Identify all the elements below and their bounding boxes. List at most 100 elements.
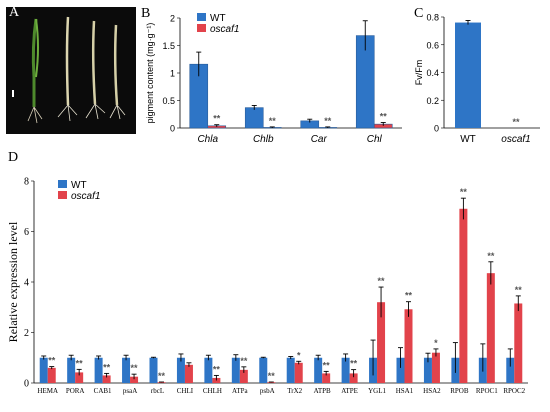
bar-oscaf1-hsa1 [404, 309, 413, 383]
legend-label-oscaf1: oscaf1 [71, 191, 100, 202]
legend-label-wt: WT [210, 13, 226, 24]
y-tick-label: 0.5 [162, 96, 175, 106]
bar-wt-trx2 [286, 357, 295, 383]
bar-wt-atpb [314, 357, 323, 383]
bar-wt-rpoc2 [506, 357, 515, 383]
significance-mark: ** [487, 251, 495, 261]
bar-oscaf1-pora [75, 372, 84, 383]
x-category-label: oscaf1 [501, 134, 530, 145]
x-category-label: WT [460, 134, 476, 145]
bar-oscaf1-atpa [239, 369, 248, 383]
significance-mark: ** [350, 359, 358, 369]
x-category-label: HSA1 [396, 387, 414, 395]
significance-mark: * [297, 350, 301, 360]
bar-oscaf1-chli [184, 364, 193, 383]
significance-mark: ** [515, 285, 523, 295]
y-tick-label: 0 [434, 124, 439, 134]
x-category-label: CAB1 [94, 387, 112, 395]
x-category-label: TrX2 [287, 387, 302, 395]
bar-oscaf1-psba [267, 382, 276, 383]
bar-wt-hsa2 [423, 357, 432, 383]
bar-wt-rbcl [149, 357, 158, 383]
bar-oscaf1-atpe [349, 373, 358, 383]
bar-oscaf1-rpob [459, 208, 468, 383]
x-category-label: Chlb [253, 134, 274, 145]
significance-mark: ** [48, 356, 56, 366]
y-tick-label: 0.6 [426, 40, 439, 50]
y-axis-title: Fv/Fm [414, 60, 424, 86]
bar-wt-cab1 [94, 357, 103, 383]
x-category-label: HEMA [37, 387, 58, 395]
x-category-label: ATPa [232, 387, 248, 395]
x-category-label: RPOC1 [476, 387, 498, 395]
x-category-label: RPOB [450, 387, 469, 395]
x-category-label: Chla [197, 134, 218, 145]
significance-mark: ** [240, 356, 248, 366]
panel-label-b: B [141, 6, 151, 21]
bar-oscaf1-psaa [130, 376, 139, 383]
significance-mark: ** [460, 187, 468, 197]
significance-mark: ** [268, 371, 276, 381]
y-axis-title: Relative expression level [6, 221, 20, 342]
significance-mark: ** [405, 291, 413, 301]
x-category-label: HSA2 [423, 387, 441, 395]
seedlings-illustration [12, 16, 126, 124]
significance-mark: * [434, 338, 438, 348]
x-category-label: psaA [123, 387, 137, 395]
bar-wt-hema [39, 357, 48, 383]
significance-mark: ** [380, 112, 388, 122]
y-tick-label: 2 [170, 14, 175, 24]
legend-swatch-wt [58, 180, 67, 188]
y-tick-label: 0.2 [426, 96, 439, 106]
bar-oscaf1-trx2 [294, 362, 303, 383]
panel-label-d: D [8, 150, 19, 165]
significance-mark: ** [213, 114, 221, 124]
legend-label-oscaf1: oscaf1 [210, 24, 239, 35]
y-tick-label: 8 [24, 177, 29, 188]
bar-wt-hsa1 [396, 357, 405, 383]
significance-mark: ** [158, 371, 166, 381]
y-tick-label: 1 [170, 69, 175, 79]
bar-oscaf1-atpb [322, 373, 331, 383]
bar-oscaf1-rpoc2 [514, 303, 523, 383]
y-tick-label: 0.8 [426, 13, 439, 23]
x-category-label: Car [311, 134, 328, 145]
seedling-photo [6, 7, 136, 134]
legend-swatch-wt [197, 13, 206, 21]
y-tick-label: 2 [24, 328, 29, 339]
significance-mark: ** [324, 116, 332, 126]
bar-oscaf1-hema [47, 367, 56, 383]
x-category-label: rbcL [151, 387, 164, 395]
significance-mark: ** [103, 362, 111, 372]
x-category-label: RPOC2 [503, 387, 525, 395]
x-category-label: ATPB [314, 387, 331, 395]
bar-wt-atpe [341, 357, 350, 383]
bar-oscaf1-hsa2 [431, 352, 440, 383]
y-tick-label: 0.4 [426, 68, 439, 78]
bar-wt-psba [259, 357, 268, 383]
x-category-label: psbA [260, 387, 275, 395]
bar-wt-wt [455, 22, 481, 128]
x-category-label: CHLI [177, 387, 194, 395]
bar-oscaf1-cab1 [102, 375, 111, 383]
legend-swatch-oscaf1 [58, 191, 67, 199]
significance-mark: ** [269, 116, 277, 126]
bar-wt-psaa [122, 357, 131, 383]
significance-mark: ** [378, 276, 386, 286]
x-category-label: CHLH [203, 387, 222, 395]
y-tick-label: 0 [24, 379, 29, 390]
significance-mark: ** [323, 360, 331, 370]
panel-label-a: A [9, 5, 20, 20]
bar-wt-atpa [231, 357, 240, 383]
bar-wt-chli [176, 357, 185, 383]
legend-swatch-oscaf1 [197, 24, 206, 32]
significance-mark: ** [512, 117, 520, 127]
significance-mark: ** [131, 363, 139, 373]
x-category-label: Chl [367, 134, 383, 145]
significance-mark: ** [76, 358, 84, 368]
x-category-label: PORA [66, 387, 85, 395]
bar-oscaf1-rbcl [157, 382, 166, 383]
